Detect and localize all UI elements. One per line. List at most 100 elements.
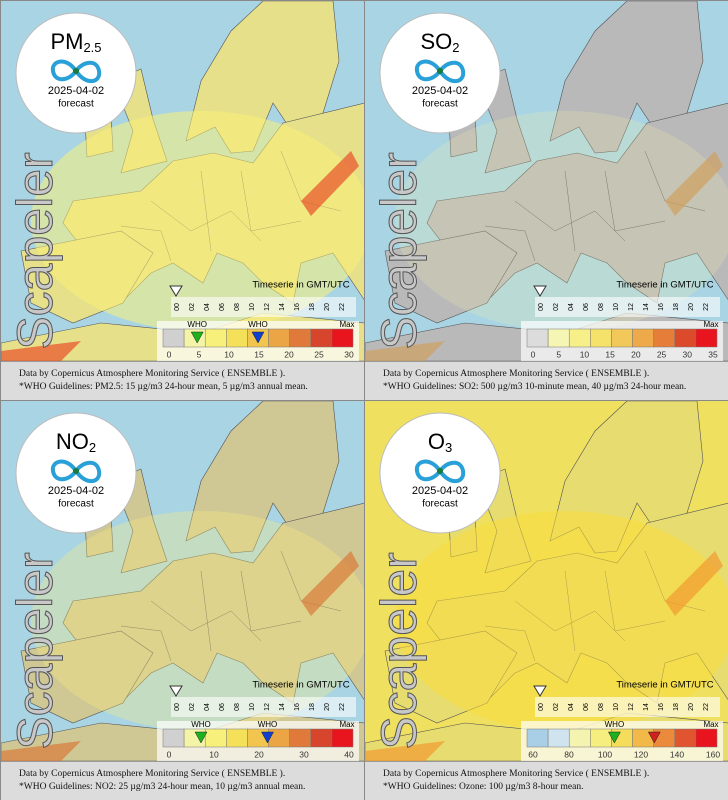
max-label: Max	[339, 320, 354, 329]
hour-label: 06	[583, 703, 590, 711]
scale-cell	[547, 328, 570, 348]
scale-label: 140	[670, 749, 684, 759]
scale-label: 60	[528, 749, 538, 759]
watermark: Scapeler	[7, 152, 63, 349]
scale-label: 0	[167, 749, 172, 759]
pollutant-subscript: 2	[89, 440, 96, 455]
scale-cell	[547, 728, 570, 748]
who-arrow	[194, 731, 208, 744]
hour-label: 04	[204, 303, 211, 311]
scale-label: 10	[580, 349, 590, 359]
scale-cell	[162, 328, 185, 348]
scale-cell	[632, 728, 654, 748]
watermark: Scapeler	[371, 152, 427, 349]
map: Scapeler SO2 2025-04-02 forecast Timeserie i…	[365, 1, 728, 361]
scale-label: 20	[631, 349, 641, 359]
who-arrow	[607, 731, 621, 744]
timeserie-label: Timeserie in GMT/UTC	[252, 280, 349, 291]
who-label: WHO	[258, 720, 278, 729]
hour-label: 16	[658, 703, 665, 711]
pollutant: O	[428, 429, 445, 454]
scale-label: 10	[209, 749, 219, 759]
scale-label: 120	[634, 749, 648, 759]
scale-cell	[590, 328, 612, 348]
scale-label: 10	[224, 349, 234, 359]
scale-label: 0	[167, 349, 172, 359]
scale-cell	[204, 728, 227, 748]
scale-cell	[674, 728, 697, 748]
time-marker	[169, 685, 183, 697]
pollution-haze	[395, 111, 728, 331]
pollution-haze	[31, 111, 364, 331]
pollutant-subscript: 2	[452, 40, 459, 55]
hour-label: 06	[583, 303, 590, 311]
max-label: Max	[339, 720, 354, 729]
logo-dot	[73, 468, 79, 474]
hour-label: 14	[643, 303, 650, 311]
hour-label: 02	[189, 703, 196, 711]
date: 2025-04-02	[412, 85, 468, 97]
hour-label: 14	[279, 303, 286, 311]
scale-cell	[568, 728, 591, 748]
hour-label: 12	[264, 703, 271, 711]
hour-label: 06	[219, 303, 226, 311]
hour-label: 04	[568, 703, 575, 711]
who-guideline: *WHO Guidelines: PM2.5: 15 µg/m3 24-hour…	[19, 382, 308, 392]
date: 2025-04-02	[412, 485, 468, 497]
caption: Data by Copernicus Atmosphere Monitoring…	[365, 361, 728, 400]
scale-cell	[331, 328, 354, 348]
scale-label: 30	[344, 349, 354, 359]
map: Scapeler NO2 2025-04-02 forecast Timeserie i…	[1, 401, 364, 761]
hour-label: 00	[174, 703, 181, 711]
map-panel: Scapeler O3 2025-04-02 forecast Timeserie in…	[364, 400, 728, 800]
scale-cell	[310, 328, 333, 348]
hour-label: 22	[703, 303, 710, 311]
pollutant: PM	[50, 29, 83, 54]
who-arrow	[251, 331, 265, 344]
logo-dot	[437, 468, 443, 474]
caption: Data by Copernicus Atmosphere Monitoring…	[1, 361, 364, 400]
pollutant-name: O3	[428, 429, 452, 456]
scale-label: 15	[605, 349, 615, 359]
watermark: Scapeler	[371, 552, 427, 749]
scale-cell	[653, 328, 676, 348]
scale-label: 160	[706, 749, 720, 759]
map-panel: Scapeler NO2 2025-04-02 forecast Timeserie i…	[0, 400, 365, 800]
hour-label: 16	[294, 703, 301, 711]
hour-label: 10	[613, 303, 620, 311]
hour-label: 22	[339, 703, 346, 711]
hour-label: 08	[234, 703, 241, 711]
hour-label: 04	[568, 303, 575, 311]
caption: Data by Copernicus Atmosphere Monitoring…	[365, 761, 728, 800]
scale-cell	[268, 728, 290, 748]
hour-label: 02	[553, 703, 560, 711]
caption: Data by Copernicus Atmosphere Monitoring…	[1, 761, 364, 800]
hour-label: 18	[309, 703, 316, 711]
hour-label: 18	[673, 303, 680, 311]
timeserie-label: Timeserie in GMT/UTC	[616, 680, 713, 691]
scale-cell	[695, 328, 718, 348]
scale-label: 100	[598, 749, 612, 759]
borders	[484, 150, 706, 262]
scale-label: 25	[314, 349, 324, 359]
time-marker	[533, 685, 547, 697]
scale-label: 0	[531, 349, 536, 359]
hour-label: 22	[339, 303, 346, 311]
credit: Data by Copernicus Atmosphere Monitoring…	[19, 369, 286, 379]
scale-cell	[204, 328, 227, 348]
hour-label: 16	[658, 303, 665, 311]
hour-label: 20	[688, 703, 695, 711]
pollutant-name: PM2.5	[50, 29, 101, 56]
date: 2025-04-02	[48, 485, 104, 497]
scale-cell	[331, 728, 354, 748]
pollutant-name: NO2	[56, 429, 96, 456]
who-arrow	[261, 731, 274, 744]
hour-label: 04	[204, 703, 211, 711]
forecast-label: forecast	[422, 499, 458, 510]
who-label: WHO	[605, 720, 625, 729]
scale-label: 30	[299, 749, 309, 759]
hour-label: 20	[324, 703, 331, 711]
watermark: Scapeler	[7, 552, 63, 749]
credit: Data by Copernicus Atmosphere Monitoring…	[19, 769, 286, 779]
land	[20, 630, 154, 724]
